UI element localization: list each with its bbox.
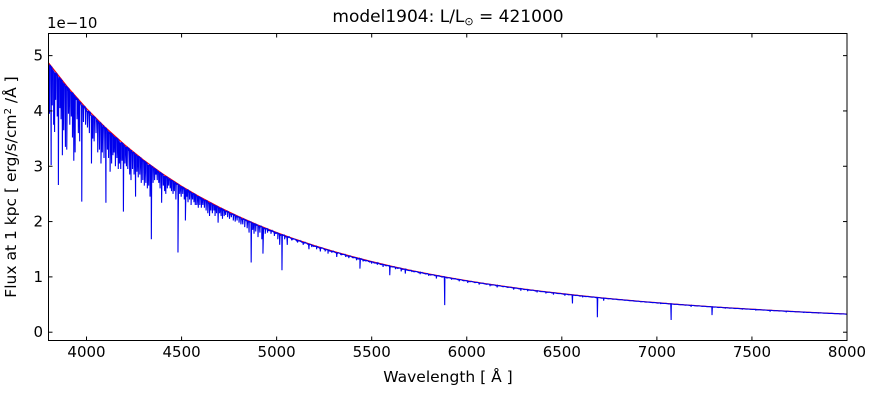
plot-title-suffix: = 421000	[474, 7, 564, 27]
x-tick-label: 6000	[448, 343, 486, 361]
x-tick-label: 5000	[258, 343, 296, 361]
y-tick-label: 3	[33, 157, 43, 175]
x-tick-label: 5500	[353, 343, 391, 361]
y-tick-label: 4	[33, 102, 43, 120]
x-tick-label: 6500	[543, 343, 581, 361]
sun-symbol: ⊙	[464, 15, 473, 28]
y-tick-label: 1	[33, 268, 43, 286]
y-tick-label: 5	[33, 47, 43, 65]
y-axis-offset-text: 1e−10	[47, 14, 97, 32]
y-axis-label: Flux at 1 kpc [ erg/s/cm2 /Å ]	[1, 76, 20, 297]
x-tick-label: 4000	[67, 343, 105, 361]
x-tick-label: 7000	[638, 343, 676, 361]
y-tick-label: 0	[33, 323, 43, 341]
x-tick-label: 7500	[733, 343, 771, 361]
x-tick-label: 4500	[162, 343, 200, 361]
x-axis-label: Wavelength [ Å ]	[383, 367, 512, 386]
spectrum-line	[48, 64, 847, 321]
axes-spines	[48, 33, 848, 341]
y-axis-label-prefix: Flux at 1 kpc [ erg/s/cm	[2, 114, 20, 297]
y-axis-label-suffix: /Å ]	[1, 76, 20, 108]
plot-area	[48, 33, 847, 341]
x-tick-label: 8000	[828, 343, 866, 361]
plot-title: model1904: L/L⊙ = 421000	[332, 7, 563, 28]
y-tick-label: 2	[33, 213, 43, 231]
y-axis-label-superscript: 2	[3, 108, 14, 114]
plot-title-prefix: model1904: L/L	[332, 7, 465, 27]
